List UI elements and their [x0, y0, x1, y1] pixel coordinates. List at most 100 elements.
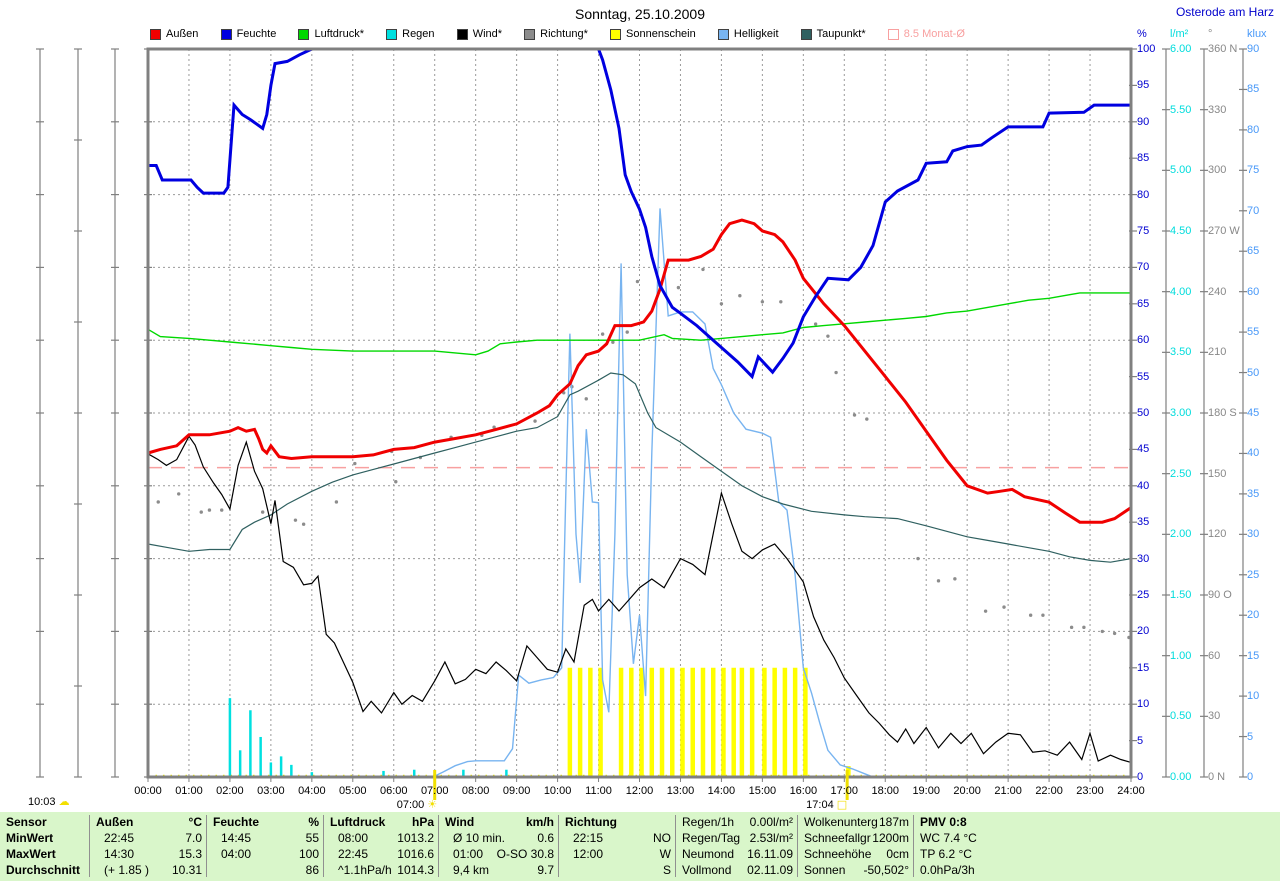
- info-label: PMV 0:8: [920, 815, 967, 829]
- cell-value: 1014.3: [397, 863, 434, 877]
- sun-icon: ☀: [427, 798, 438, 811]
- cell-value: 1016.6: [397, 847, 434, 861]
- cell-time: ^1.1hPa/h: [338, 863, 392, 877]
- legend-item-sonnenschein[interactable]: Sonnenschein: [610, 28, 696, 40]
- group-unit: %: [308, 815, 319, 829]
- info-label: Vollmond: [682, 863, 732, 877]
- series-außen: [147, 218, 1132, 524]
- richtung-dot: [1069, 625, 1074, 630]
- axis-unit-klux: klux: [1247, 28, 1267, 40]
- axis-label-klux: 50: [1247, 366, 1260, 379]
- cell-time: 22:45: [104, 831, 135, 845]
- axis-label-%: 35: [1137, 516, 1150, 529]
- info-value: 16.11.09: [747, 847, 793, 861]
- richtung-dot: [177, 492, 181, 496]
- legend-item-helligkeit[interactable]: Helligkeit: [717, 28, 779, 40]
- axis-unit-°: °: [1208, 28, 1213, 40]
- sunrise-time: 07:00: [396, 799, 425, 811]
- axis-label-klux: 40: [1247, 447, 1260, 460]
- cell-time: 01:00: [453, 847, 484, 861]
- legend-item-feuchte[interactable]: Feuchte: [220, 28, 276, 40]
- legend-swatch-icon: [386, 28, 398, 40]
- cell-value: O-SO 30.8: [496, 847, 554, 861]
- table-row: 14:30 15.3: [96, 846, 202, 862]
- group-unit: °C: [188, 815, 202, 829]
- cell-value: W: [659, 847, 671, 861]
- legend-item-richtung-[interactable]: Richtung*: [524, 28, 588, 40]
- info-label: Sonnen Pos: [804, 863, 846, 881]
- axis-label-%: 100: [1137, 43, 1156, 55]
- legend-swatch-icon: [610, 28, 622, 40]
- time-label: 24:00: [1117, 785, 1145, 797]
- day-length-value: 10:03: [28, 796, 56, 808]
- table-info-row: TP 6.2 °C: [920, 846, 1270, 862]
- info-value: 02.11.09: [747, 863, 793, 877]
- axis-label-klux: 70: [1247, 204, 1260, 217]
- richtung-dot: [533, 419, 537, 423]
- series-helligkeit: [148, 208, 1131, 778]
- legend-item-regen[interactable]: Regen: [386, 28, 435, 40]
- axis-label-%: 15: [1137, 661, 1150, 674]
- axis-label-l/m²: 3.00: [1170, 407, 1192, 419]
- table-row: (+ 1.85 ) 10.31: [96, 862, 202, 878]
- axis-label-klux: 80: [1247, 123, 1260, 136]
- legend-item-wind-[interactable]: Wind*: [456, 28, 502, 40]
- axis-label-l/m²: 5.50: [1170, 103, 1192, 116]
- time-label: 20:00: [953, 785, 981, 797]
- table-info-row: Schneehöhe 0cm: [804, 846, 909, 862]
- table-row: 22:15 NO: [565, 830, 671, 846]
- axis-label-l/m²: 4.50: [1170, 225, 1192, 237]
- legend-label: Sonnenschein: [626, 28, 696, 40]
- table-info-row: WC 7.4 °C: [920, 830, 1270, 846]
- axis-label-klux: 35: [1247, 487, 1260, 500]
- table-row: 04:00 100: [213, 846, 319, 862]
- legend-swatch-icon: [800, 28, 812, 40]
- info-label: Regen/Tag: [682, 831, 741, 845]
- richtung-dot: [600, 332, 605, 336]
- cell-time: 14:30: [104, 847, 135, 861]
- richtung-dot: [779, 300, 783, 304]
- time-label: 01:00: [175, 785, 203, 797]
- richtung-dot: [1041, 613, 1045, 617]
- legend-item-taupunkt-[interactable]: Taupunkt*: [800, 28, 866, 40]
- legend-label: Luftdruck*: [314, 28, 364, 40]
- legend-label: Helligkeit: [733, 28, 779, 40]
- legend-item-8-5-monat-[interactable]: 8.5 Monat-Ø: [887, 28, 965, 40]
- cell-time: Ø 10 min.: [453, 831, 506, 845]
- richtung-dot: [293, 518, 298, 522]
- table-row: 9,4 km 9.7: [445, 862, 554, 878]
- info-value: 2.53l/m²: [749, 831, 793, 845]
- table-separator: [323, 815, 324, 877]
- axis-label-klux: 25: [1247, 568, 1260, 581]
- group-title: Wind: [445, 815, 475, 829]
- axis-label-°: 180 S: [1208, 407, 1237, 419]
- group-title: Luftdruck: [330, 815, 386, 829]
- legend-item-luftdruck-[interactable]: Luftdruck*: [298, 28, 364, 40]
- axis-label-%: 45: [1137, 443, 1150, 456]
- cell-value: 55: [305, 831, 319, 845]
- info-value: 1200m: [872, 831, 909, 845]
- series-taupunkt: [147, 372, 1132, 563]
- table-row: S: [565, 862, 671, 878]
- cell-value: S: [662, 863, 671, 877]
- legend-item-au-en[interactable]: Außen: [150, 28, 198, 40]
- table-group-header: Luftdruck hPa: [330, 814, 434, 830]
- richtung-dot: [676, 285, 681, 290]
- richtung-dot: [1112, 631, 1117, 636]
- axis-label-°: 150: [1208, 467, 1227, 480]
- axis-label-l/m²: 1.50: [1170, 589, 1192, 601]
- table-row: 12:00 W: [565, 846, 671, 862]
- axis-label-%: 70: [1137, 261, 1150, 274]
- table-row: Ø 10 min. 0.6: [445, 830, 554, 846]
- table-info-row: Regen/Tag 2.53l/m²: [682, 830, 793, 846]
- axis-label-%: 5: [1137, 734, 1144, 747]
- table-separator: [913, 815, 914, 877]
- axis-label-%: 65: [1137, 297, 1150, 310]
- legend-swatch-icon: [717, 28, 729, 40]
- legend-swatch-icon: [298, 28, 310, 40]
- axis-unit-%: %: [1137, 28, 1147, 40]
- table-info-row: Schneefallgr 1200m: [804, 830, 909, 846]
- axis-label-°: 240: [1208, 285, 1227, 298]
- station-name: Osterode am Harz: [1175, 5, 1274, 19]
